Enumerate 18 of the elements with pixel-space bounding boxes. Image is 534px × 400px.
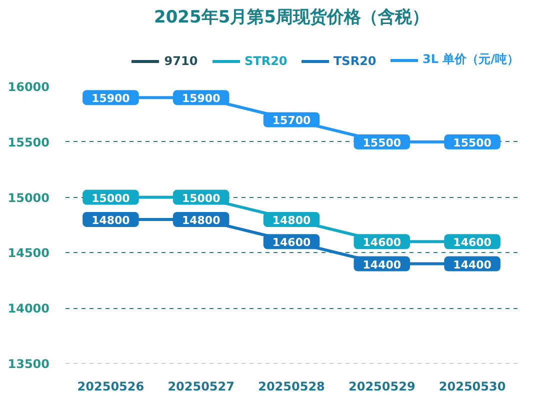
x-tick-label: 20250526 bbox=[77, 380, 144, 394]
x-tick-label: 20250527 bbox=[168, 380, 234, 394]
legend-label: TSR20 bbox=[334, 54, 376, 68]
legend-label: 9710 bbox=[164, 54, 198, 68]
x-tick-label: 20250529 bbox=[348, 380, 416, 394]
data-label: 15500 bbox=[453, 136, 492, 150]
legend-label: 3L 单价（元/吨） bbox=[422, 51, 518, 68]
y-tick-label: 14500 bbox=[8, 246, 50, 260]
chart-title: 2025年5月第5周现货价格（含税） bbox=[154, 8, 429, 28]
y-tick-label: 15500 bbox=[8, 135, 50, 150]
x-tick-label: 20250530 bbox=[438, 380, 506, 394]
y-tick-label: 16000 bbox=[8, 80, 50, 94]
y-tick-label: 13500 bbox=[8, 357, 50, 371]
x-tick-label: 20250528 bbox=[258, 380, 325, 394]
y-tick-label: 15000 bbox=[8, 190, 50, 205]
y-tick-label: 14000 bbox=[8, 302, 50, 316]
legend-label: STR20 bbox=[244, 54, 288, 68]
data-label: 14400 bbox=[453, 258, 492, 272]
